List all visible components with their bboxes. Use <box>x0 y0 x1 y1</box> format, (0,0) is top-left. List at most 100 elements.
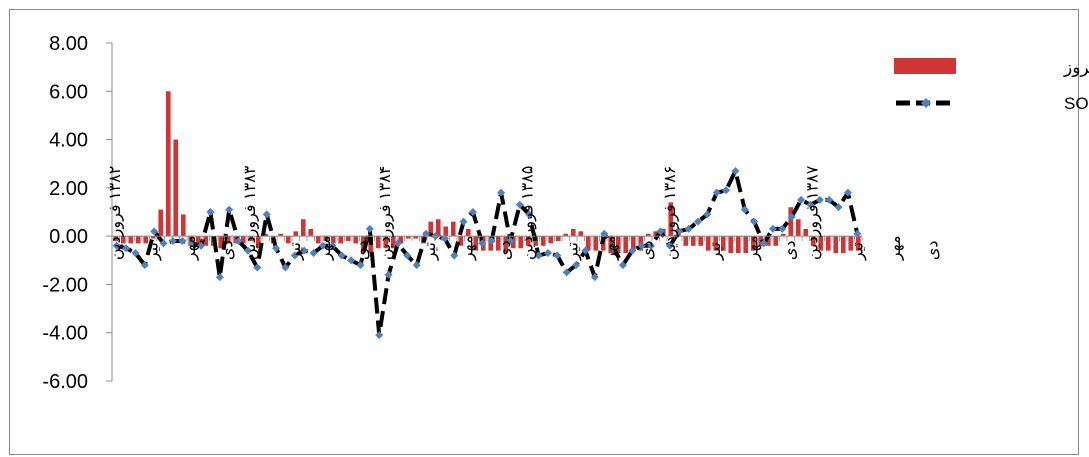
soi-marker <box>337 251 346 260</box>
legend-line-label: شاخص SOI <box>1064 94 1089 113</box>
soi-marker <box>515 200 524 209</box>
soi-marker <box>122 244 131 253</box>
soi-marker <box>825 195 834 204</box>
bar <box>428 221 434 237</box>
x-tick-label: مهر <box>602 235 620 261</box>
bar <box>765 236 771 246</box>
bar-series <box>113 91 861 254</box>
bar <box>750 236 756 251</box>
soi-marker <box>318 241 327 250</box>
soi-marker <box>834 203 843 212</box>
bar <box>458 236 464 246</box>
bar <box>713 236 719 251</box>
bar <box>623 236 629 254</box>
x-tick-label: دی <box>782 240 799 260</box>
soi-marker <box>206 208 215 216</box>
bar <box>578 231 584 237</box>
soi-marker <box>675 227 684 236</box>
x-tick-label: ۱۳۸۴ فروردین <box>377 166 395 261</box>
bar <box>690 236 696 246</box>
bar <box>323 236 329 241</box>
bar <box>405 236 411 239</box>
soi-marker <box>562 268 571 277</box>
soi-marker <box>628 246 637 255</box>
soi-marker <box>525 210 534 219</box>
soi-marker <box>131 249 140 258</box>
x-tick-label: مهر <box>182 235 200 261</box>
bar <box>225 236 231 244</box>
soi-marker <box>693 217 702 226</box>
bar <box>300 219 306 237</box>
y-tick-label: -6.00 <box>42 371 88 393</box>
x-tick-label: ۱۳۸۶ فروردین <box>662 166 680 261</box>
soi-marker <box>572 261 581 270</box>
y-axis: 8.00 6.00 4.00 2.00 0.00 -2.00 -4.00 -6.00 <box>42 33 113 393</box>
soi-marker <box>712 188 721 197</box>
bar <box>135 236 141 244</box>
soi-marker <box>609 244 618 253</box>
soi-marker <box>197 241 206 250</box>
soi-marker <box>468 208 477 216</box>
soi-marker <box>497 188 506 197</box>
bar <box>143 236 149 244</box>
bar <box>248 236 254 241</box>
legend-bar-swatch <box>894 58 956 74</box>
bar <box>293 231 299 237</box>
soi-marker <box>356 261 365 270</box>
soi-marker <box>618 261 627 270</box>
bar <box>278 233 284 237</box>
bar <box>285 236 291 244</box>
bar <box>795 219 801 237</box>
soi-marker <box>637 241 646 250</box>
soi-marker <box>450 251 459 260</box>
bar <box>398 236 404 244</box>
soi-marker <box>290 251 299 260</box>
y-tick-label: 4.00 <box>49 130 88 152</box>
bar <box>630 236 636 251</box>
bar <box>173 139 179 237</box>
bar <box>240 236 246 244</box>
soi-marker <box>234 236 243 245</box>
soi-marker <box>731 166 740 175</box>
soi-marker <box>656 227 665 236</box>
bar <box>503 236 509 254</box>
x-tick-label: ۱۳۸۳ فروردین <box>242 165 260 260</box>
x-tick-label: تیر <box>144 242 162 261</box>
bar <box>435 219 441 237</box>
bar <box>518 236 524 249</box>
bar <box>390 236 396 249</box>
soi-marker <box>178 236 187 245</box>
bar <box>413 236 419 239</box>
soi-marker <box>168 236 177 245</box>
y-tick-label: 2.00 <box>49 178 88 200</box>
chart-area <box>9 9 1079 455</box>
bar <box>308 228 314 237</box>
x-tick-label: دی <box>639 240 656 260</box>
soi-marker <box>384 270 393 279</box>
bar <box>743 236 749 254</box>
bar <box>720 236 726 251</box>
soi-marker <box>347 256 356 265</box>
soi-marker <box>553 251 562 260</box>
x-tick-label: تیر <box>564 242 582 261</box>
bar <box>525 236 531 246</box>
soi-marker <box>843 188 852 197</box>
soi-marker <box>365 224 374 233</box>
soi-marker <box>225 205 234 214</box>
soi-marker <box>300 246 309 255</box>
bar <box>233 236 239 244</box>
soi-marker <box>262 210 271 219</box>
bar <box>255 236 261 249</box>
bar <box>150 236 156 239</box>
bar <box>375 236 381 249</box>
soi-marker <box>487 236 496 245</box>
x-tick-label: تیر <box>707 242 725 261</box>
x-tick-label: مهر <box>317 235 335 261</box>
soi-marker <box>787 212 796 221</box>
legend-line-marker <box>921 98 931 108</box>
bar <box>570 228 576 237</box>
bar <box>450 221 456 237</box>
soi-marker <box>403 251 412 260</box>
bar <box>338 236 344 244</box>
bar <box>113 236 119 241</box>
